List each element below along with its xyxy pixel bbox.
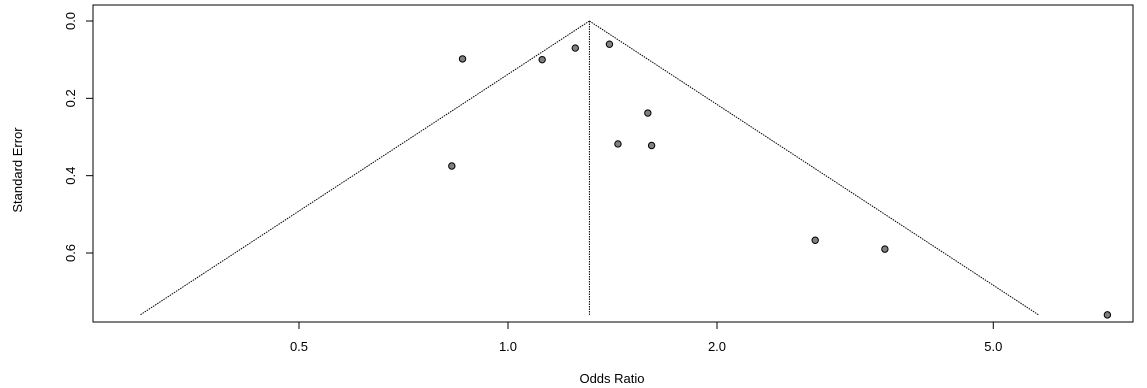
- data-point: [644, 109, 652, 117]
- data-point: [458, 55, 467, 63]
- data-point: [448, 162, 456, 170]
- x-tick-label: 2.0: [708, 339, 726, 354]
- y-tick-label: 0.2: [63, 89, 78, 107]
- data-point: [811, 236, 819, 244]
- y-tick-label: 0.4: [63, 167, 78, 185]
- data-point: [881, 245, 889, 253]
- x-tick-label: 5.0: [984, 339, 1002, 354]
- plot-frame: [92, 4, 1134, 323]
- data-point: [647, 141, 656, 150]
- funnel-lines: [139, 20, 1039, 316]
- x-axis: 0.5 1.0 2.0 5.0: [290, 322, 1002, 354]
- y-axis-title: Standard Error: [10, 127, 25, 213]
- x-axis-title: Odds Ratio: [579, 371, 644, 386]
- x-tick-label: 0.5: [290, 339, 308, 354]
- data-point: [614, 140, 622, 148]
- x-tick-label: 1.0: [499, 339, 517, 354]
- data-point: [1103, 311, 1112, 319]
- data-point: [571, 44, 579, 52]
- y-tick-label: 0.6: [63, 244, 78, 262]
- y-tick-label: 0.0: [63, 12, 78, 30]
- funnel-left-line: [139, 20, 590, 316]
- data-point: [605, 40, 614, 48]
- y-axis: 0.0 0.2 0.4 0.6: [63, 12, 93, 262]
- data-points: [448, 40, 1112, 319]
- data-point: [538, 55, 546, 64]
- funnel-right-line: [589, 20, 1039, 316]
